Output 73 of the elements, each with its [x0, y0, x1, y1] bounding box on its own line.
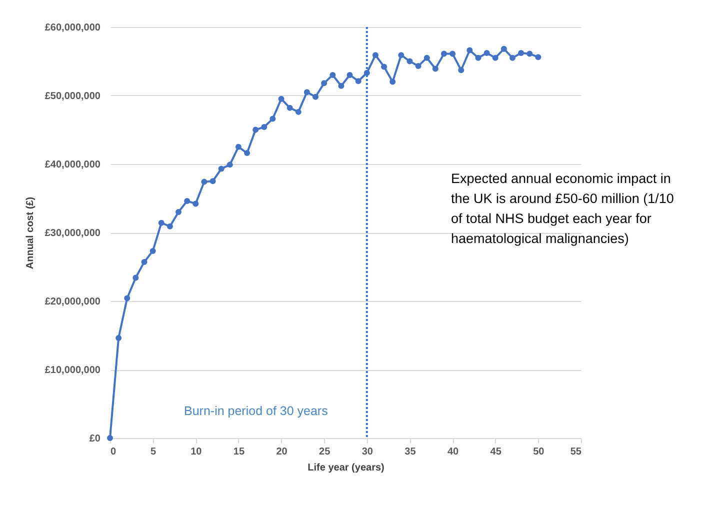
point	[107, 435, 113, 441]
y-tick-label: £50,000,000	[44, 91, 101, 102]
point	[150, 248, 156, 254]
point	[166, 223, 173, 230]
point	[518, 50, 524, 56]
point	[270, 116, 276, 122]
point	[176, 208, 182, 215]
x-tick-label: 20	[276, 446, 288, 458]
x-tick-label: 0	[110, 446, 116, 458]
point	[500, 46, 507, 52]
point	[244, 150, 250, 156]
x-axis-title: Life year (years)	[308, 462, 384, 474]
point	[509, 54, 516, 61]
y-tick-label: £60,000,000	[44, 22, 101, 34]
y-tick-label: £30,000,000	[44, 228, 101, 239]
point	[535, 54, 542, 60]
x-tick-label: 5	[150, 446, 157, 458]
point	[304, 89, 310, 96]
point	[226, 162, 233, 168]
point	[372, 52, 378, 58]
x-tick-label: 15	[233, 446, 245, 458]
point	[355, 78, 362, 84]
y-axis-title: Annual cost (£)	[24, 196, 36, 270]
x-tick-label: 55	[570, 446, 582, 458]
y-tick-label: £40,000,000	[44, 160, 101, 170]
point	[526, 50, 533, 57]
x-tick-label: 30	[362, 446, 374, 458]
point	[201, 178, 208, 185]
point	[321, 80, 328, 86]
point	[295, 108, 302, 115]
point	[132, 274, 139, 281]
point	[184, 198, 190, 204]
point	[192, 200, 199, 207]
point	[381, 64, 388, 70]
x-tick-label: 25	[319, 446, 331, 458]
point	[116, 334, 122, 341]
annotation: Expected annual economic impact in the UK is around £50-60 million (1/10 of total NHS budget each year for haematological malignancies)	[451, 171, 674, 246]
point	[252, 126, 259, 133]
point	[406, 58, 413, 64]
x-tick-label: 40	[447, 446, 460, 458]
point	[492, 54, 498, 61]
point	[235, 144, 242, 150]
point	[398, 52, 404, 58]
point	[210, 178, 216, 184]
point	[141, 258, 148, 265]
point	[450, 50, 456, 57]
point	[415, 63, 422, 70]
point	[286, 104, 293, 111]
x-tick-label: 10	[190, 446, 202, 458]
point	[475, 54, 482, 61]
point	[158, 220, 164, 226]
point	[424, 54, 430, 61]
y-tick-label: £0	[89, 434, 101, 444]
point	[440, 50, 447, 57]
point	[218, 166, 224, 172]
y-tick-label: £10,000,000	[44, 365, 101, 376]
point	[312, 94, 319, 100]
point	[124, 295, 130, 302]
point	[346, 72, 353, 78]
point	[390, 78, 396, 85]
x-tick-label: 50	[533, 446, 545, 458]
point	[458, 67, 464, 74]
point	[278, 96, 284, 102]
x-tick-label: 45	[490, 446, 502, 458]
point	[338, 82, 344, 89]
point	[330, 72, 336, 78]
point	[484, 50, 490, 56]
point	[466, 47, 473, 54]
annotation: Burn-in period of 30 years	[184, 404, 328, 418]
point	[432, 66, 438, 72]
y-tick-label: £20,000,000	[44, 296, 101, 308]
point	[261, 124, 268, 130]
x-tick-label: 35	[404, 446, 416, 458]
